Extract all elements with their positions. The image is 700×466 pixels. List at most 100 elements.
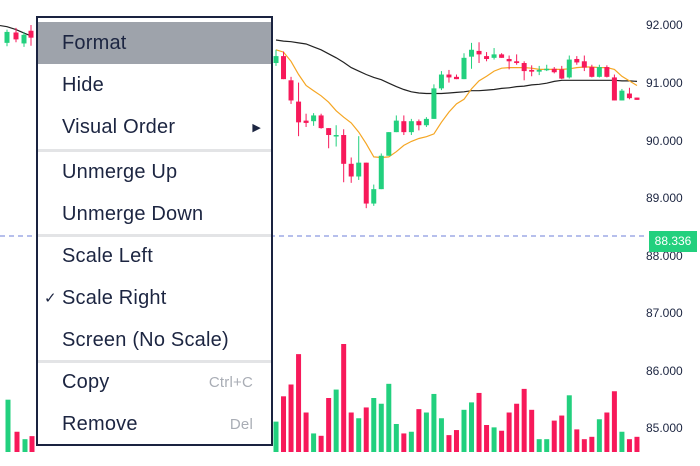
ema-line	[275, 49, 638, 159]
volume-bar	[371, 398, 377, 452]
candle-body	[371, 189, 377, 204]
candle-body	[288, 80, 294, 101]
menu-item-copy[interactable]: Copy Ctrl+C	[38, 361, 271, 403]
candle-body	[574, 58, 580, 63]
candle-body	[303, 120, 309, 123]
volume-bar	[611, 391, 617, 452]
candle-body	[431, 88, 437, 119]
volume-bar	[288, 384, 294, 452]
volume-bar	[431, 393, 437, 452]
candle-body	[611, 77, 617, 101]
candle-body	[296, 101, 302, 123]
candle-body	[363, 162, 369, 204]
candle-body	[589, 67, 595, 77]
volume-bar	[491, 427, 497, 452]
candle-body	[341, 135, 347, 164]
menu-item-label: Remove	[62, 412, 138, 435]
menu-item-scale-right[interactable]: ✓ Scale Right	[38, 277, 271, 319]
volume-bar	[273, 421, 279, 452]
candle-body	[318, 115, 324, 129]
menu-item-format[interactable]: Format	[38, 22, 271, 64]
menu-item-unmerge-down[interactable]: Unmerge Down	[38, 193, 271, 235]
triangle-right-icon: ▶	[252, 121, 261, 134]
menu-item-label: Unmerge Up	[62, 160, 178, 183]
volume-bar	[453, 430, 459, 452]
volume-bar	[408, 431, 414, 452]
menu-item-label: Screen (No Scale)	[62, 328, 229, 351]
volume-bar	[363, 407, 369, 452]
volume-bar	[296, 354, 302, 452]
candle-body	[333, 135, 339, 137]
volume-bar	[529, 409, 535, 452]
price-tick: 85.000	[646, 421, 683, 435]
volume-bar	[438, 418, 444, 452]
shortcut-label: Del	[229, 415, 253, 433]
volume-bar	[476, 392, 482, 452]
menu-item-label: Scale Right	[62, 286, 167, 309]
volume-bar	[311, 433, 317, 452]
volume-bar	[521, 388, 527, 452]
shortcut-label: Ctrl+C	[208, 373, 253, 391]
candle-body	[506, 58, 512, 62]
candle-body	[446, 74, 452, 78]
menu-item-screen-no-scale[interactable]: Screen (No Scale)	[38, 319, 271, 361]
price-tick: 89.000	[646, 191, 683, 205]
volume-bar	[589, 436, 595, 452]
candle-body	[378, 155, 384, 190]
candle-body	[596, 67, 602, 77]
menu-item-scale-left[interactable]: Scale Left	[38, 235, 271, 277]
menu-item-label: Unmerge Down	[62, 202, 204, 225]
volume-bar	[341, 344, 347, 452]
menu-item-visual-order[interactable]: Visual Order ▶	[38, 106, 271, 148]
candle-body	[559, 69, 565, 79]
price-tick: 88.000	[646, 249, 683, 263]
candle-body	[581, 61, 587, 68]
checkmark-icon: ✓	[44, 290, 57, 307]
menu-separator	[38, 234, 271, 237]
volume-bar	[461, 409, 467, 452]
context-menu: Format Hide Visual Order ▶ Unmerge Up Unm…	[36, 16, 273, 446]
candle-body	[529, 69, 535, 72]
volume-bar	[386, 383, 392, 452]
candle-body	[408, 121, 414, 133]
candle-body	[634, 97, 640, 100]
volume-bar	[22, 439, 28, 452]
candle-body	[348, 163, 354, 177]
candle-body	[28, 30, 34, 38]
volume-bar	[484, 425, 490, 452]
volume-bar	[416, 409, 422, 452]
volume-bar	[596, 419, 602, 452]
volume-bar	[281, 396, 287, 452]
volume-bar	[506, 412, 512, 452]
volume-bar	[348, 412, 354, 452]
volume-bar	[326, 398, 332, 452]
volume-bar	[393, 423, 399, 452]
candle-body	[514, 61, 520, 64]
menu-item-hide[interactable]: Hide	[38, 64, 271, 106]
candle-body	[626, 93, 632, 99]
candle-body	[386, 132, 392, 156]
candle-body	[393, 120, 399, 133]
volume-bar	[14, 431, 20, 452]
menu-item-remove[interactable]: Remove Del	[38, 403, 271, 445]
menu-item-label: Copy	[62, 370, 110, 393]
candle-body	[326, 128, 332, 136]
menu-item-unmerge-up[interactable]: Unmerge Up	[38, 151, 271, 193]
price-tick: 87.000	[646, 306, 683, 320]
candle-body	[544, 68, 550, 71]
volume-bar	[333, 389, 339, 452]
price-tick: 86.000	[646, 364, 683, 378]
volume-bar	[604, 412, 610, 452]
price-tick: 90.000	[646, 134, 683, 148]
candle-body	[453, 76, 459, 80]
volume-bar	[378, 403, 384, 452]
volume-bar	[356, 418, 362, 452]
volume-bar	[514, 403, 520, 452]
candle-body	[401, 121, 407, 133]
candle-body	[356, 162, 362, 177]
candle-body	[416, 121, 422, 126]
volume-bar	[499, 430, 505, 452]
volume-bar	[544, 439, 550, 452]
sma-line	[275, 39, 638, 95]
